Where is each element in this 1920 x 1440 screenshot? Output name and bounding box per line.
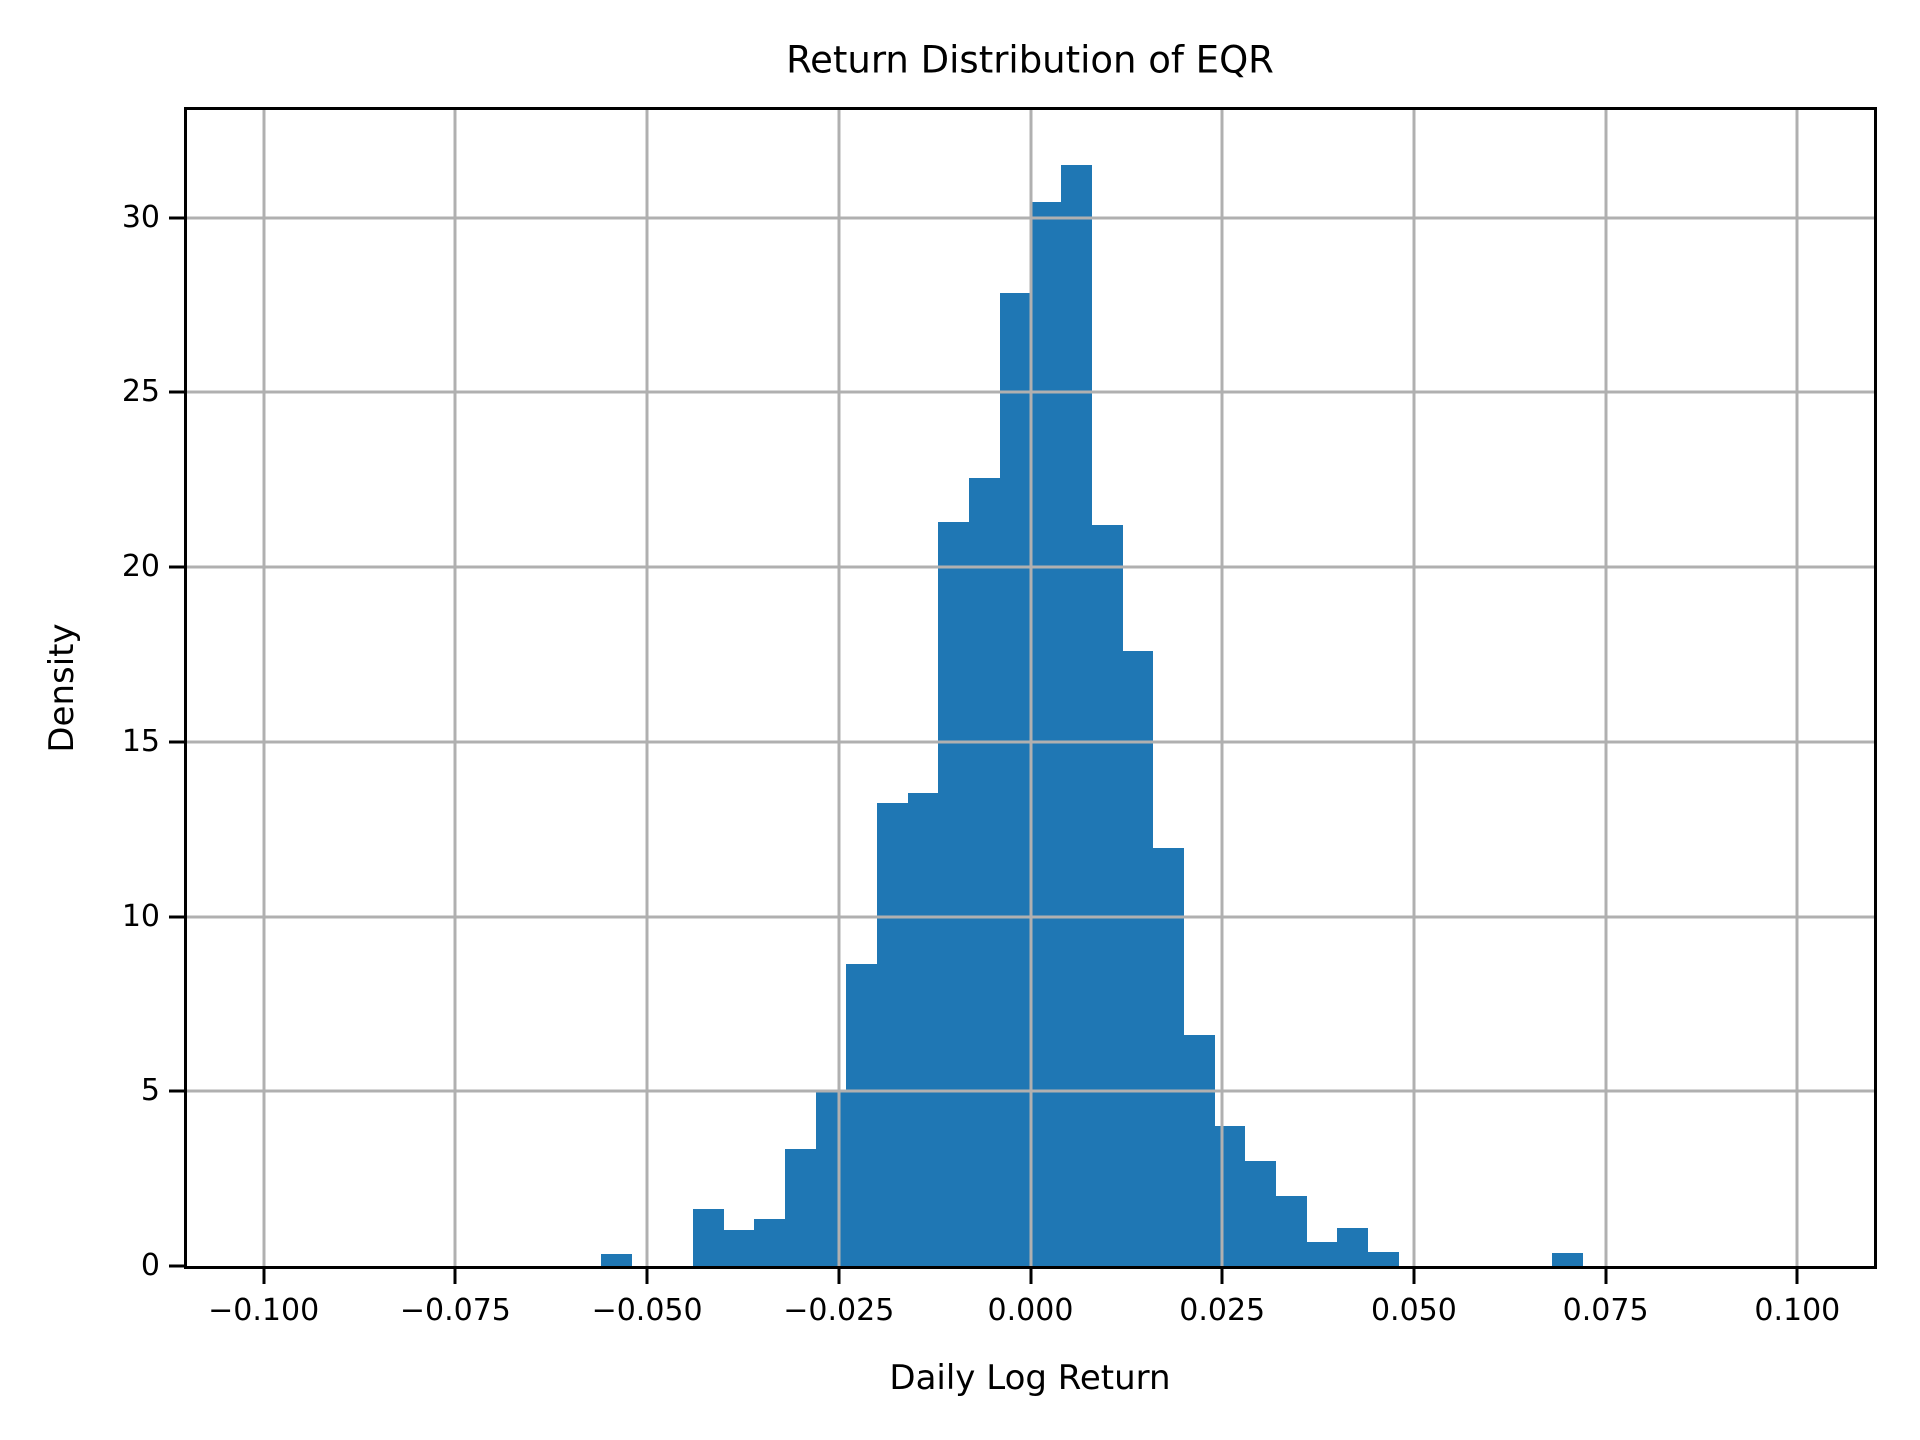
gridline-horizontal: [187, 565, 1874, 569]
histogram-bar: [907, 792, 939, 1266]
histogram-bar: [754, 1218, 786, 1266]
y-tick: [169, 915, 184, 919]
x-tick-label: 0.100: [1754, 1293, 1841, 1328]
x-tick-label: 0.000: [987, 1293, 1074, 1328]
y-tick-label: 0: [140, 1248, 160, 1283]
histogram-bar: [877, 802, 908, 1266]
x-tick-label: −0.050: [591, 1293, 703, 1328]
y-tick: [169, 390, 184, 394]
histogram-bar: [999, 292, 1031, 1266]
gridline-horizontal: [187, 740, 1874, 744]
histogram-bar: [723, 1230, 755, 1266]
y-tick-label: 10: [121, 898, 160, 934]
histogram-bar: [969, 477, 1000, 1266]
histogram-bar: [1337, 1227, 1368, 1266]
x-tick: [837, 1269, 841, 1284]
x-tick: [453, 1269, 457, 1284]
histogram-bar: [815, 1091, 847, 1266]
x-tick-label: 0.050: [1370, 1293, 1457, 1328]
gridline-vertical: [453, 110, 457, 1266]
histogram-bar: [601, 1254, 632, 1266]
gridline-horizontal: [187, 1089, 1874, 1093]
x-axis-label: Daily Log Return: [889, 1358, 1171, 1398]
x-tick: [1795, 1269, 1799, 1284]
histogram-bar: [938, 521, 970, 1266]
histogram-bar: [1245, 1161, 1276, 1266]
y-tick-label: 15: [121, 723, 160, 759]
x-tick: [1220, 1269, 1224, 1284]
gridline-vertical: [837, 110, 841, 1266]
histogram-bar: [1275, 1196, 1307, 1266]
gridline-horizontal: [187, 915, 1874, 919]
histogram-bar: [1122, 650, 1154, 1266]
y-tick-label: 5: [140, 1073, 160, 1109]
x-tick-label: 0.075: [1562, 1293, 1649, 1328]
histogram-bar: [1367, 1252, 1399, 1266]
x-tick: [645, 1269, 649, 1284]
y-axis-label: Density: [42, 623, 82, 753]
histogram-bar: [1306, 1241, 1338, 1266]
histogram-bar: [846, 963, 878, 1266]
y-tick: [169, 740, 184, 744]
y-tick: [169, 565, 184, 569]
gridline-horizontal: [187, 390, 1874, 394]
x-tick: [262, 1269, 266, 1284]
histogram-bar: [1153, 848, 1184, 1266]
histogram-bar: [1091, 525, 1123, 1266]
histogram-bar: [1061, 165, 1092, 1266]
gridline-vertical: [1220, 110, 1224, 1266]
gridline-horizontal: [187, 216, 1874, 220]
histogram-bar: [1551, 1253, 1583, 1266]
x-tick: [1412, 1269, 1416, 1284]
gridline-vertical: [1795, 110, 1799, 1266]
gridline-vertical: [1029, 110, 1032, 1266]
x-tick-label: −0.100: [208, 1293, 320, 1328]
y-tick-label: 20: [121, 549, 160, 585]
plot-area: −0.100 −0.075 −0.050 −0.025 0.000 0.025 0.050 0…: [122, 107, 1877, 1326]
histogram-bar: [693, 1209, 724, 1266]
x-tick-label: −0.025: [783, 1293, 895, 1328]
histogram-bar: [1183, 1035, 1215, 1266]
x-tick: [1604, 1269, 1608, 1284]
histogram-bar: [785, 1148, 816, 1266]
y-tick: [169, 1264, 184, 1268]
y-tick: [169, 1089, 184, 1093]
x-tick-label: 0.025: [1179, 1293, 1266, 1328]
y-tick-label: 30: [121, 199, 160, 235]
x-tick-label: −0.075: [399, 1293, 511, 1328]
gridline-vertical: [262, 110, 266, 1266]
gridline-vertical: [1604, 110, 1608, 1266]
y-tick: [169, 216, 184, 220]
histogram-bar: [1214, 1126, 1246, 1266]
histogram-bar: [1030, 201, 1062, 1266]
gridline-vertical: [645, 110, 649, 1266]
x-tick: [1029, 1269, 1032, 1284]
gridline-vertical: [1412, 110, 1416, 1266]
chart-title: Return Distribution of EQR: [786, 38, 1274, 82]
y-tick-label: 25: [121, 374, 160, 410]
